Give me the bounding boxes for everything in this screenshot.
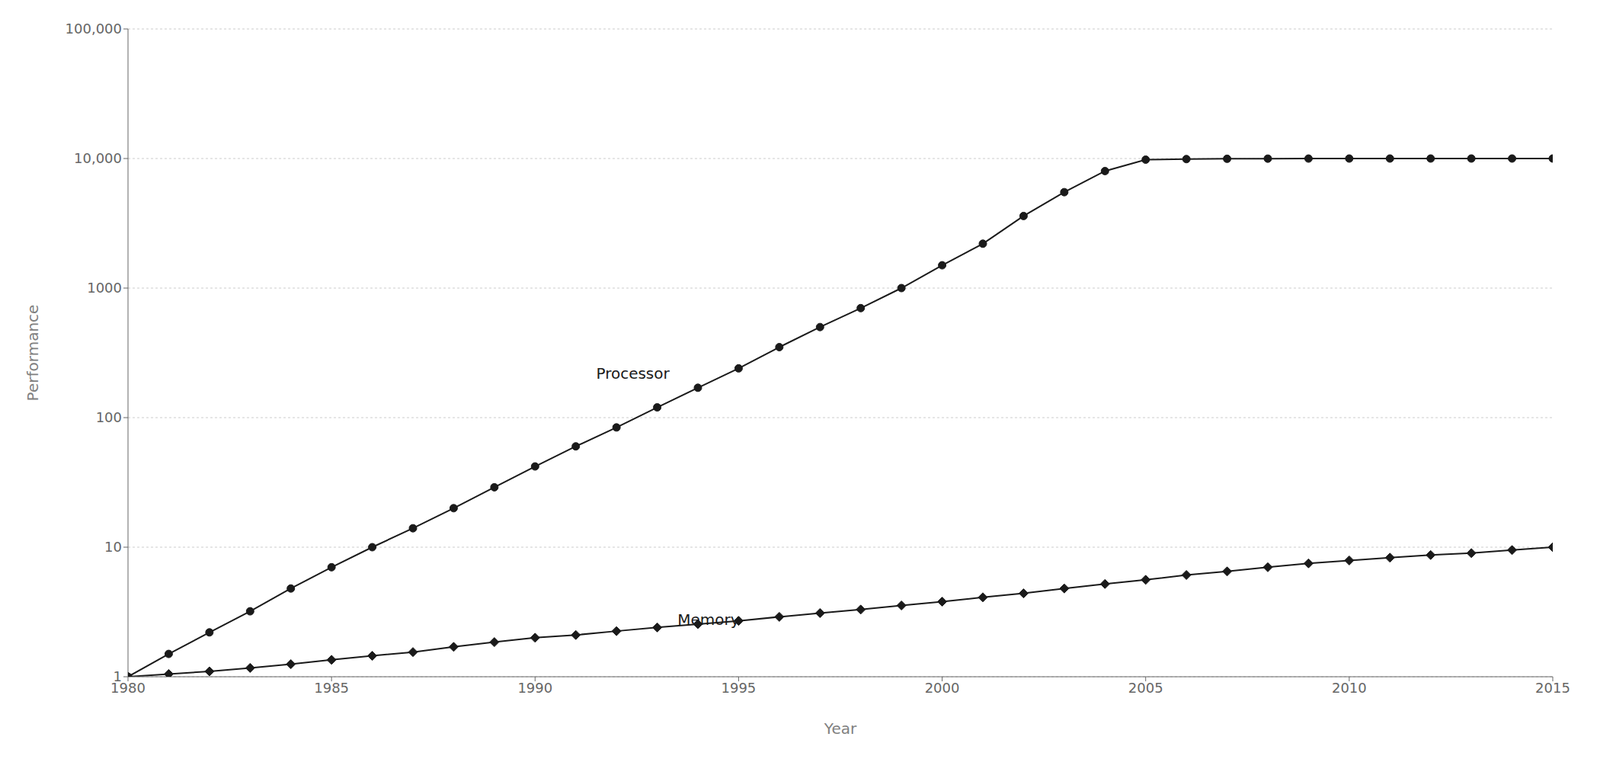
svg-text:Performance: Performance xyxy=(23,304,42,402)
svg-text:Processor: Processor xyxy=(595,364,670,383)
svg-text:10,000: 10,000 xyxy=(73,150,122,167)
svg-text:1990: 1990 xyxy=(517,679,553,696)
svg-text:100,000: 100,000 xyxy=(65,20,122,37)
svg-text:10: 10 xyxy=(104,538,122,555)
svg-text:1995: 1995 xyxy=(721,679,757,696)
svg-text:2010: 2010 xyxy=(1331,679,1367,696)
svg-text:2005: 2005 xyxy=(1128,679,1164,696)
svg-text:100: 100 xyxy=(96,409,122,426)
svg-text:Year: Year xyxy=(823,719,858,738)
svg-text:2015: 2015 xyxy=(1535,679,1571,696)
svg-text:1000: 1000 xyxy=(86,279,122,296)
svg-text:1985: 1985 xyxy=(313,679,349,696)
svg-text:Memory: Memory xyxy=(677,610,740,629)
svg-text:2000: 2000 xyxy=(924,679,960,696)
svg-text:1: 1 xyxy=(113,668,122,685)
svg-text:1980: 1980 xyxy=(110,679,146,696)
